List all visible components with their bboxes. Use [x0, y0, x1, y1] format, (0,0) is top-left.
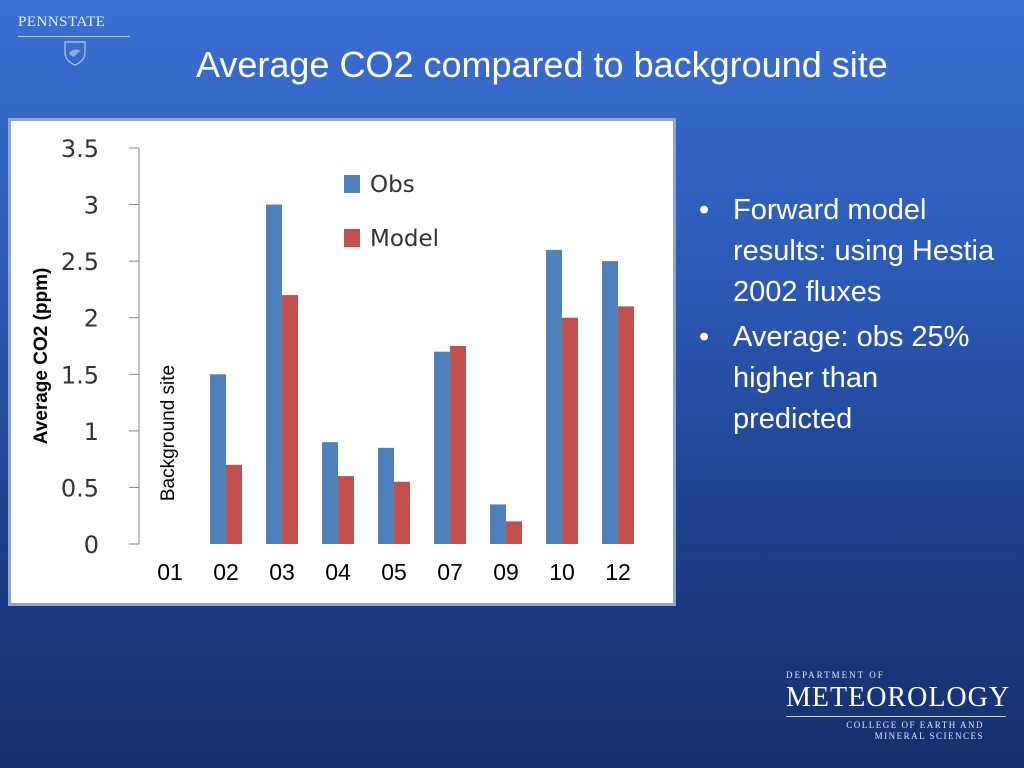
legend: Obs Model [344, 172, 439, 252]
y-tick-label: 3 [84, 192, 99, 220]
bar-model-12 [618, 306, 634, 544]
x-tick-label: 10 [549, 559, 575, 585]
bullet-text: Average: obs 25% higher than predicted [733, 321, 970, 435]
bar-model-03 [282, 295, 298, 544]
x-tick-label: 02 [213, 559, 239, 585]
bar-obs-03 [266, 204, 282, 545]
bullet-list: • Forward model results: using Hestia 200… [695, 190, 1005, 444]
y-tick-label: 1.5 [61, 361, 99, 389]
bar-obs-05 [378, 447, 394, 544]
bar-model-04 [338, 476, 354, 544]
y-tick-label: 1 [84, 418, 99, 446]
dept-small-text: DEPARTMENT OF [786, 670, 885, 680]
bar-obs-04 [322, 442, 338, 544]
legend-label-obs: Obs [370, 172, 415, 198]
x-tick-label: 01 [157, 559, 183, 585]
bullet-dot-icon: • [699, 321, 710, 353]
bar-obs-07 [434, 351, 450, 544]
y-tick-label: 3.5 [61, 135, 99, 163]
bar-model-02 [226, 464, 242, 544]
college-line-2: MINERAL SCIENCES [874, 731, 984, 741]
bullet-item: • Forward model results: using Hestia 200… [695, 190, 1005, 313]
bar-chart: 0 0.5 1 1.5 2 2.5 3 3.5 01 02 03 04 05 07 09 10 12 Aver… [31, 135, 634, 585]
x-tick-label: 07 [437, 559, 463, 585]
nittany-lion-shield-icon [64, 41, 86, 66]
bar-model-10 [562, 317, 578, 544]
legend-label-model: Model [370, 226, 439, 252]
pennstate-logo: PENNSTATE [18, 14, 134, 70]
pennstate-wordmark: PENNSTATE [18, 14, 106, 30]
bar-model-07 [450, 346, 466, 544]
bar-model-05 [394, 481, 410, 544]
x-tick-label: 12 [605, 559, 631, 585]
bar-model-09 [506, 521, 522, 544]
bullet-text: Forward model results: using Hestia 2002… [733, 194, 995, 308]
x-tick-label: 05 [381, 559, 407, 585]
bullet-item: • Average: obs 25% higher than predicted [695, 317, 1005, 440]
bar-obs-09 [490, 504, 506, 544]
x-tick-label: 03 [269, 559, 295, 585]
bar-obs-10 [546, 249, 562, 545]
dept-rule [786, 716, 1006, 717]
background-site-annotation: Background site [158, 365, 179, 501]
dept-name: METEOROLOGY [786, 682, 1011, 713]
x-tick-label: 04 [325, 559, 351, 585]
legend-swatch-model [344, 229, 360, 247]
x-tick-label: 09 [493, 559, 519, 585]
slide-title: Average CO2 compared to background site [196, 44, 888, 85]
bar-obs-12 [602, 261, 618, 544]
y-tick-label: 0.5 [61, 474, 99, 502]
college-line-1: COLLEGE OF EARTH AND [846, 720, 984, 730]
logo-rule [18, 36, 130, 37]
department-logo: DEPARTMENT OF METEOROLOGY COLLEGE OF EAR… [786, 670, 1011, 742]
y-tick-label: 0 [84, 531, 99, 559]
chart-panel: 0 0.5 1 1.5 2 2.5 3 3.5 01 02 03 04 05 07 09 10 12 Aver… [8, 118, 676, 606]
y-tick-label: 2 [84, 305, 99, 333]
y-tick-label: 2.5 [61, 248, 99, 276]
bullet-dot-icon: • [699, 194, 710, 226]
y-axis-label: Average CO2 (ppm) [31, 268, 52, 445]
bar-obs-02 [210, 374, 226, 544]
legend-swatch-obs [344, 175, 360, 193]
